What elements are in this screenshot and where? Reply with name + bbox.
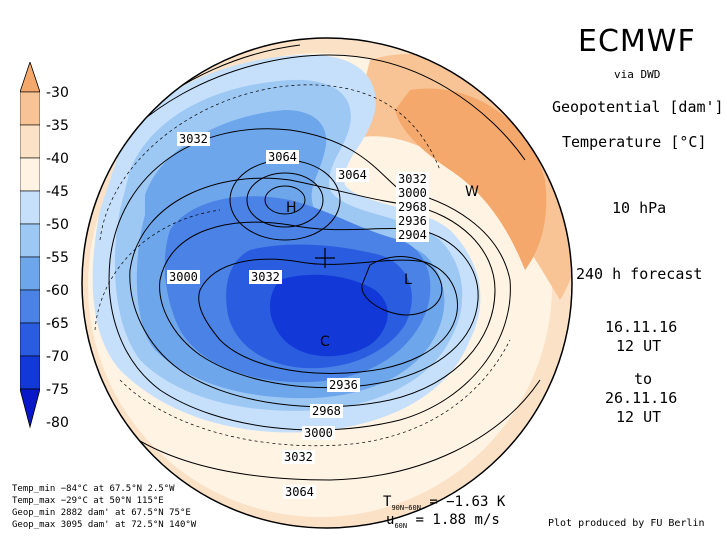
colorbar-tick-label: -35 <box>46 118 69 134</box>
to-label: to <box>634 370 653 388</box>
data-source: via DWD <box>614 68 661 81</box>
contour-label: 2936 <box>396 214 429 228</box>
map-border <box>81 37 573 529</box>
contour-label: 3032 <box>282 450 315 464</box>
colorbar-tick-label: -70 <box>46 349 69 365</box>
contour-label: 2904 <box>396 228 429 242</box>
geop-max: Geop_max 3095 dam' at 72.5°N 140°W <box>12 520 197 530</box>
contour-label: 2936 <box>327 378 360 392</box>
temp-min: Temp_min −84°C at 67.5°N 2.5°W <box>12 484 175 494</box>
contour-label: 2968 <box>310 404 343 418</box>
wind-symbol: u <box>386 512 395 528</box>
forecast-lead: 240 h forecast <box>576 265 703 283</box>
temperature-anomaly: T90N−60N = −1.63 K <box>383 494 505 512</box>
field-geopotential: Geopotential [dam'] <box>552 98 724 116</box>
contour-label: 3032 <box>396 172 429 186</box>
contour-label: 3064 <box>266 150 299 164</box>
low-center-mark: L <box>404 272 412 288</box>
colorbar-tick-label: -55 <box>46 250 69 266</box>
high-center-mark: H <box>286 200 297 216</box>
contour-label: 3032 <box>177 132 210 146</box>
pole-cross <box>315 248 335 268</box>
valid-date: 26.11.16 <box>605 389 678 407</box>
cold-center-mark: C <box>320 334 330 350</box>
temp-subscript: 90N−60N <box>391 503 421 512</box>
contour-label: 3000 <box>167 270 200 284</box>
plot-credit: Plot produced by FU Berlin <box>548 518 705 529</box>
warm-center-mark: W <box>465 184 479 200</box>
temperature-contours <box>94 84 511 447</box>
contour-label: 3064 <box>336 168 369 182</box>
colorbar-tick-label: -80 <box>46 415 69 431</box>
contour-label: 2968 <box>396 200 429 214</box>
colorbar-tick-label: -45 <box>46 184 69 200</box>
model-title: ECMWF <box>578 24 696 59</box>
colorbar-tick-label: -30 <box>46 85 69 101</box>
colorbar-tick-label: -75 <box>46 382 69 398</box>
colorbar-tick-label: -40 <box>46 151 69 167</box>
field-temperature: Temperature [°C] <box>562 133 707 151</box>
wind-subscript: 60N <box>394 521 408 530</box>
geop-min: Geop_min 2882 dam' at 67.5°N 75°E <box>12 508 191 518</box>
colorbar-ramp <box>20 62 40 429</box>
temp-symbol: T <box>383 494 392 510</box>
colorbar-tick-label: -65 <box>46 316 69 332</box>
temp-anomaly-value: = −1.63 K <box>429 494 506 510</box>
pressure-level: 10 hPa <box>612 199 667 217</box>
colorbar-tick-label: -50 <box>46 217 69 233</box>
wind-value: = 1.88 m/s <box>415 512 500 528</box>
contour-label: 3064 <box>283 485 316 499</box>
contour-label: 3000 <box>302 426 335 440</box>
init-date: 16.11.16 <box>605 318 678 336</box>
contour-label: 3032 <box>249 270 282 284</box>
colorbar <box>20 62 40 432</box>
contour-label: 3000 <box>396 186 429 200</box>
init-time: 12 UT <box>616 337 662 355</box>
zonal-wind: u60N = 1.88 m/s <box>386 512 500 530</box>
valid-time: 12 UT <box>616 408 662 426</box>
temp-max: Temp_max −29°C at 50°N 115°E <box>12 496 164 506</box>
colorbar-tick-label: -60 <box>46 283 69 299</box>
